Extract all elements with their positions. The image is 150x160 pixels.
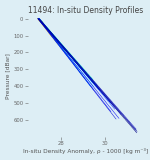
Text: 11494: In-situ Density Profiles: 11494: In-situ Density Profiles — [28, 6, 143, 15]
Y-axis label: Pressure [dBar]: Pressure [dBar] — [6, 53, 10, 99]
X-axis label: In-situ Density Anomaly, ρ - 1000 [kg m⁻³]: In-situ Density Anomaly, ρ - 1000 [kg m⁻… — [23, 148, 149, 154]
